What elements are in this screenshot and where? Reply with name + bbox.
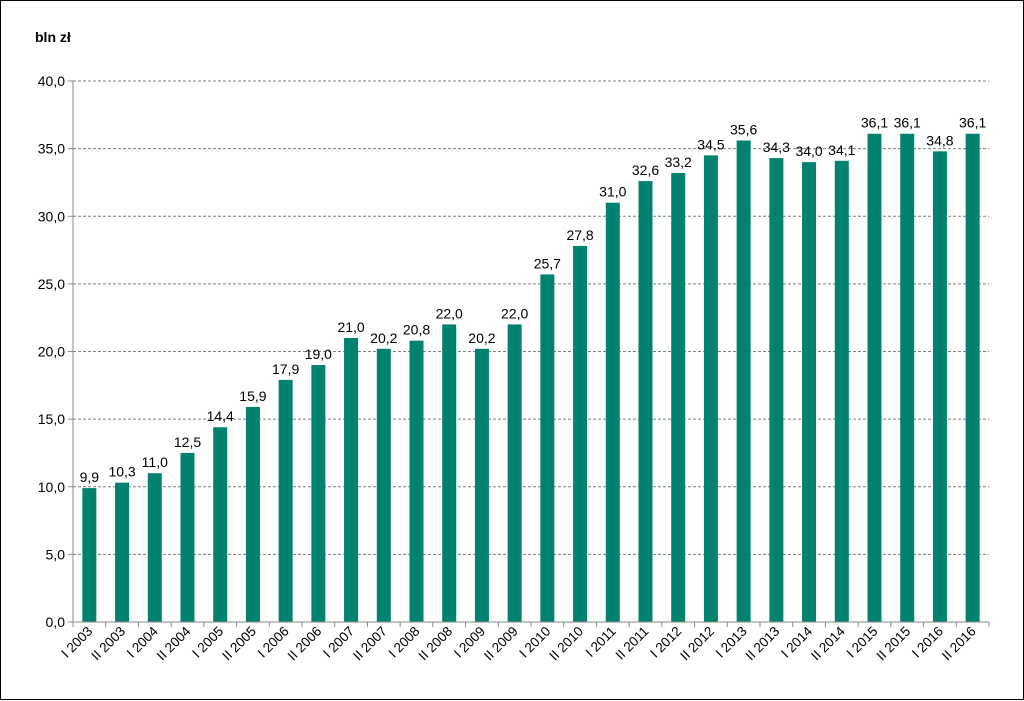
y-axis-ticks: 0,0 5,0 10,0 15,0 20,0 25,0 30,0 35,0 40,0 [38, 73, 73, 630]
bar [671, 172, 686, 622]
y-tick-label: 40,0 [38, 73, 65, 89]
bar [147, 473, 162, 622]
x-category-label: II 2004 [154, 623, 194, 663]
data-label: 34,8 [926, 132, 953, 148]
bar [638, 181, 653, 622]
data-label: 20,2 [370, 330, 397, 346]
bar [376, 348, 391, 622]
data-label: 22,0 [501, 305, 528, 321]
y-tick-label: 35,0 [38, 141, 65, 157]
data-label: 20,2 [468, 330, 495, 346]
y-tick-label: 20,0 [38, 344, 65, 360]
y-tick-label: 5,0 [46, 546, 66, 562]
bar [965, 133, 980, 622]
x-category-label: II 2014 [808, 623, 848, 663]
data-label: 22,0 [436, 305, 463, 321]
x-category-label: II 2010 [546, 624, 586, 664]
data-label: 17,9 [272, 361, 299, 377]
bar [605, 202, 620, 622]
data-label: 14,4 [207, 408, 234, 424]
data-label: 12,5 [174, 434, 201, 450]
data-label: 19,0 [305, 346, 332, 362]
bar [213, 427, 228, 622]
y-tick-label: 30,0 [38, 208, 65, 224]
bar [736, 140, 751, 622]
x-category-label: II 2005 [219, 624, 259, 664]
bar [802, 162, 817, 622]
data-label: 10,3 [108, 464, 135, 480]
data-label: 15,9 [239, 388, 266, 404]
y-tick-label: 10,0 [38, 479, 65, 495]
y-unit-label: bln zł [35, 29, 71, 45]
data-label: 34,3 [763, 139, 790, 155]
bar [278, 379, 293, 622]
data-label: 27,8 [566, 227, 593, 243]
bars [82, 133, 980, 623]
bar [474, 348, 489, 622]
x-category-label: II 2012 [677, 624, 717, 664]
data-label: 36,1 [959, 115, 986, 131]
bar [769, 158, 784, 622]
bar [932, 151, 947, 622]
bar [834, 160, 849, 623]
bar [409, 340, 424, 622]
data-label: 36,1 [894, 115, 921, 131]
data-label: 9,9 [80, 469, 100, 485]
data-label: 21,0 [337, 319, 364, 335]
data-label: 32,6 [632, 162, 659, 178]
x-category-label: II 2007 [350, 624, 390, 664]
y-tick-label: 25,0 [38, 276, 65, 292]
bar [311, 365, 326, 622]
bar [180, 452, 195, 622]
data-label: 31,0 [599, 184, 626, 200]
x-category-label: II 2011 [613, 624, 652, 663]
x-category-label: II 2006 [285, 624, 325, 664]
bar [867, 133, 882, 622]
data-label: 33,2 [665, 154, 692, 170]
data-label: 20,8 [403, 322, 430, 338]
data-label: 34,1 [828, 142, 855, 158]
data-label: 25,7 [534, 255, 561, 271]
bar [540, 274, 555, 622]
bar [82, 488, 97, 622]
data-label: 11,0 [142, 454, 168, 470]
bar [703, 155, 718, 622]
x-category-label: II 2016 [939, 624, 979, 664]
data-labels: 9,9 10,3 11,0 12,5 14,4 15,9 17,9 19,0 21,0 20,2 2… [80, 115, 987, 485]
data-label: 34,0 [795, 143, 822, 159]
bar [115, 482, 130, 622]
data-label: 36,1 [861, 115, 888, 131]
bar [507, 324, 522, 622]
x-category-label: II 2003 [88, 624, 128, 664]
bar [900, 133, 915, 622]
data-label: 35,6 [730, 122, 757, 138]
bar [245, 406, 260, 622]
bar [573, 246, 588, 622]
data-label: 34,5 [697, 136, 724, 152]
y-tick-label: 0,0 [46, 614, 66, 630]
bar [344, 337, 359, 622]
bar [442, 324, 457, 622]
x-category-label: II 2013 [743, 624, 783, 664]
x-category-label: I 2011 [582, 624, 618, 660]
y-tick-label: 15,0 [38, 411, 65, 427]
x-category-label: II 2015 [874, 624, 914, 664]
x-category-label: II 2008 [416, 624, 456, 664]
x-category-label: II 2009 [481, 624, 521, 664]
